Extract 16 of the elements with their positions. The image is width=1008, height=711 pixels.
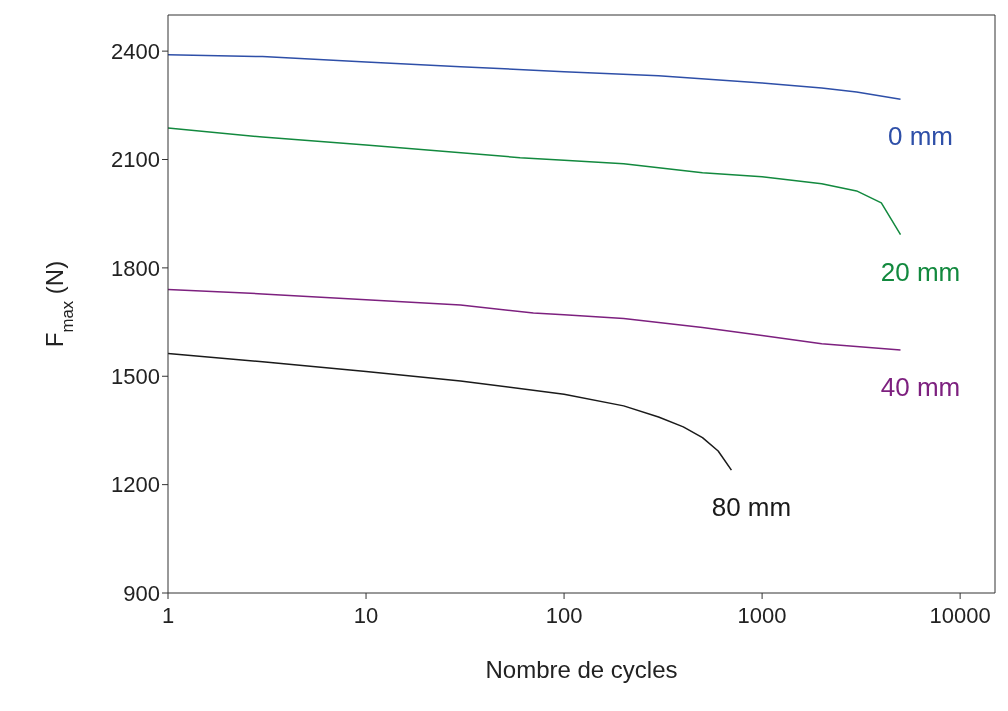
y-tick-label: 2100: [111, 147, 160, 173]
x-axis-title: Nombre de cycles: [485, 656, 678, 683]
series-label: 40 mm: [880, 371, 961, 402]
series-label: 20 mm: [880, 256, 961, 287]
y-tick-label: 1800: [111, 255, 160, 281]
y-tick-label: 900: [123, 580, 160, 606]
y-tick-label: 1500: [111, 364, 160, 390]
x-tick-label: 1: [161, 602, 175, 628]
x-tick-label: 10: [353, 602, 379, 628]
series-label: 0 mm: [888, 121, 954, 152]
series-label: 80 mm: [711, 492, 792, 523]
y-tick-label: 1200: [111, 472, 160, 498]
x-tick-label: 100: [545, 602, 583, 628]
y-tick-label: 2400: [111, 38, 160, 64]
x-tick-label: 1000: [737, 602, 787, 628]
x-tick-label: 10000: [929, 602, 991, 628]
